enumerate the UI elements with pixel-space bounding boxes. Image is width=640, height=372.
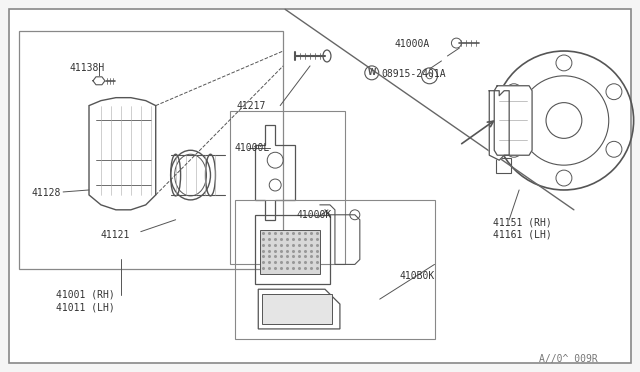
Bar [496,158,511,173]
Circle shape [556,170,572,186]
Text: 41151 (RH): 41151 (RH) [493,218,552,228]
Text: 41128: 41128 [31,188,61,198]
Text: W: W [367,68,376,77]
Text: 41000L: 41000L [234,143,269,153]
Text: 41121: 41121 [101,230,131,240]
Text: 41000A: 41000A [395,39,430,49]
Polygon shape [494,86,532,155]
Text: 41001 (RH): 41001 (RH) [56,289,115,299]
Bar [230,110,345,264]
Text: 41161 (LH): 41161 (LH) [493,230,552,240]
Text: 41217: 41217 [236,101,266,110]
FancyBboxPatch shape [10,9,630,363]
Circle shape [506,141,522,157]
Text: A//0^ 009R: A//0^ 009R [539,354,598,364]
Circle shape [606,84,622,100]
Bar [19,31,283,269]
Text: 08915-2401A: 08915-2401A [381,69,446,79]
Text: 41011 (LH): 41011 (LH) [56,302,115,312]
Text: 41000K: 41000K [296,210,332,220]
Circle shape [606,141,622,157]
Bar [236,200,435,339]
Polygon shape [93,77,105,85]
Bar [260,230,320,274]
Bar [262,294,332,324]
Polygon shape [489,91,509,160]
Text: 410B0K: 410B0K [399,271,435,281]
Text: 41138H: 41138H [69,63,104,73]
Circle shape [506,84,522,100]
Circle shape [556,55,572,71]
